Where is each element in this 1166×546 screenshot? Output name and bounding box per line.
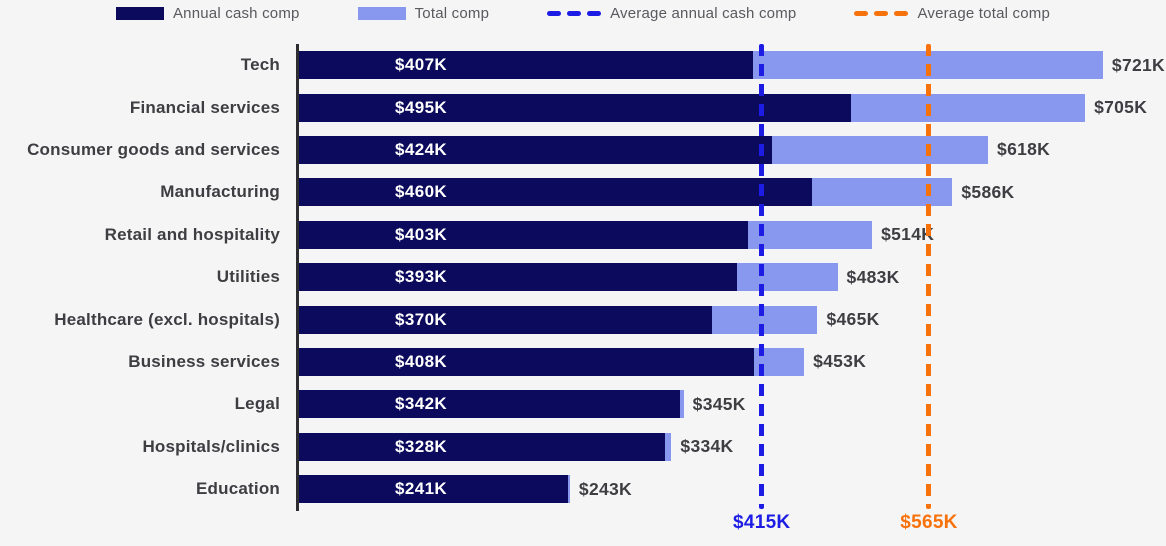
chart-legend: Annual cash comp Total comp Average annu… xyxy=(0,5,1166,22)
legend-label: Average total comp xyxy=(917,5,1051,22)
annual-cash-comp-bar: $407K xyxy=(299,51,753,80)
cash-value-label: $241K xyxy=(395,479,448,499)
chart-row: Hospitals/clinics $328K $334K xyxy=(0,426,1166,468)
cash-value-label: $460K xyxy=(395,182,448,202)
category-label: Utilities xyxy=(216,267,280,287)
annual-cash-comp-bar: $328K xyxy=(299,432,665,461)
bar-track: $370K $465K xyxy=(299,305,880,334)
bar-track: $495K $705K xyxy=(299,93,1148,122)
average-total-comp-line xyxy=(926,44,932,509)
annual-cash-comp-bar: $241K xyxy=(299,475,568,504)
total-comp-swatch-icon xyxy=(357,7,406,20)
total-comp-bar xyxy=(811,178,953,207)
total-value-label: $243K xyxy=(578,478,632,499)
y-axis-line xyxy=(296,44,299,511)
total-comp-bar xyxy=(664,432,672,461)
legend-item-annual-cash-comp: Annual cash comp xyxy=(115,5,300,22)
bar-track: $342K $345K xyxy=(299,390,746,419)
total-value-label: $465K xyxy=(826,309,880,330)
category-label: Legal xyxy=(234,394,280,414)
total-value-label: $618K xyxy=(997,139,1051,160)
cash-value-label: $342K xyxy=(395,394,448,414)
annual-cash-comp-bar: $342K xyxy=(299,390,681,419)
annual-cash-comp-bar: $393K xyxy=(299,263,738,292)
average-total-comp-dashed-line-icon xyxy=(854,11,909,16)
total-value-label: $334K xyxy=(680,436,734,457)
legend-item-average-total-comp: Average total comp xyxy=(854,5,1050,22)
annual-cash-comp-swatch-icon xyxy=(115,7,164,20)
annual-cash-comp-bar: $424K xyxy=(299,135,772,164)
total-comp-bar xyxy=(748,220,873,249)
category-label: Business services xyxy=(128,351,280,371)
category-label: Hospitals/clinics xyxy=(142,436,280,456)
total-comp-bar xyxy=(850,93,1086,122)
chart-row: Consumer goods and services $424K $618K xyxy=(0,129,1166,171)
annual-cash-comp-bar: $460K xyxy=(299,178,812,207)
total-value-label: $705K xyxy=(1094,97,1148,118)
total-comp-bar xyxy=(567,475,570,504)
cash-value-label: $407K xyxy=(395,55,448,75)
chart-row: Manufacturing $460K $586K xyxy=(0,171,1166,213)
cash-value-label: $370K xyxy=(395,309,448,329)
cash-value-label: $408K xyxy=(395,351,448,371)
plot-area: Tech $407K $721K Financial services $495K $70… xyxy=(0,44,1166,533)
bar-track: $407K $721K xyxy=(299,51,1165,80)
legend-item-total-comp: Total comp xyxy=(357,5,490,22)
category-label: Financial services xyxy=(129,97,280,117)
chart-row: Tech $407K $721K xyxy=(0,44,1166,86)
bar-track: $241K $243K xyxy=(299,475,632,504)
legend-item-average-annual-cash-comp: Average annual cash comp xyxy=(547,5,796,22)
average-total-comp-value-label: $565K xyxy=(900,512,958,533)
annual-cash-comp-bar: $408K xyxy=(299,347,754,376)
total-comp-bar xyxy=(771,135,989,164)
bar-rows: Tech $407K $721K Financial services $495K $70… xyxy=(0,44,1166,510)
annual-cash-comp-bar: $495K xyxy=(299,93,851,122)
annual-cash-comp-bar: $403K xyxy=(299,220,749,249)
category-label: Tech xyxy=(240,55,280,75)
bar-track: $328K $334K xyxy=(299,432,734,461)
cash-value-label: $393K xyxy=(395,267,448,287)
total-value-label: $586K xyxy=(961,181,1015,202)
chart-row: Retail and hospitality $403K $514K xyxy=(0,214,1166,256)
bar-track: $460K $586K xyxy=(299,178,1015,207)
cash-value-label: $495K xyxy=(395,97,448,117)
total-value-label: $514K xyxy=(881,224,935,245)
chart-row: Financial services $495K $705K xyxy=(0,86,1166,128)
bar-track: $403K $514K xyxy=(299,220,935,249)
cash-value-label: $403K xyxy=(395,224,448,244)
total-comp-bar xyxy=(737,263,838,292)
total-value-label: $483K xyxy=(846,266,900,287)
bar-track: $408K $453K xyxy=(299,347,867,376)
cash-value-label: $424K xyxy=(395,139,448,159)
legend-label: Average annual cash comp xyxy=(610,5,797,22)
average-annual-cash-dashed-line-icon xyxy=(547,11,602,16)
legend-label: Annual cash comp xyxy=(172,5,300,22)
category-label: Healthcare (excl. hospitals) xyxy=(54,309,280,329)
chart-row: Legal $342K $345K xyxy=(0,383,1166,425)
average-annual-cash-comp-value-label: $415K xyxy=(732,512,791,533)
chart-row: Business services $408K $453K xyxy=(0,341,1166,383)
bar-track: $424K $618K xyxy=(299,135,1051,164)
legend-label: Total comp xyxy=(414,5,490,22)
category-label: Education xyxy=(196,479,280,499)
chart-row: Education $241K $243K xyxy=(0,468,1166,510)
average-annual-cash-comp-line xyxy=(759,44,765,509)
annual-cash-comp-bar: $370K xyxy=(299,305,712,334)
chart-row: Healthcare (excl. hospitals) $370K $465K xyxy=(0,298,1166,340)
cash-value-label: $328K xyxy=(395,436,448,456)
category-label: Manufacturing xyxy=(160,182,280,202)
chart-row: Utilities $393K $483K xyxy=(0,256,1166,298)
total-value-label: $453K xyxy=(813,351,867,372)
bar-track: $393K $483K xyxy=(299,263,900,292)
category-label: Consumer goods and services xyxy=(27,139,280,159)
total-value-label: $345K xyxy=(692,393,746,414)
total-comp-bar xyxy=(711,305,818,334)
total-comp-bar xyxy=(680,390,684,419)
total-value-label: $721K xyxy=(1111,54,1165,75)
category-label: Retail and hospitality xyxy=(104,224,280,244)
